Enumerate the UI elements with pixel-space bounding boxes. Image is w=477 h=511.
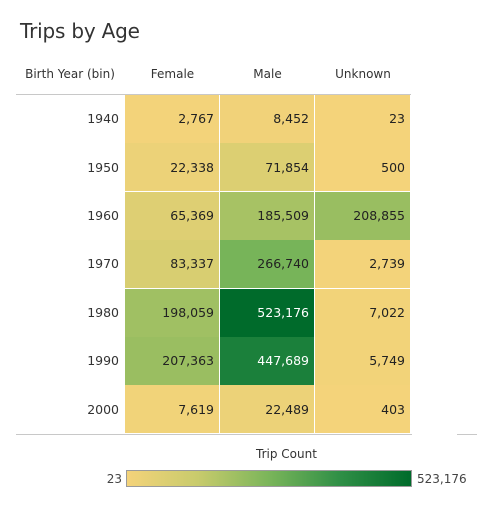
heatmap-cell-1950-unknown[interactable]: 500 bbox=[315, 143, 411, 193]
heatmap-cell-1940-unknown[interactable]: 23 bbox=[315, 95, 411, 144]
cell-value-label: 500 bbox=[381, 159, 405, 175]
column-header-unknown: Unknown bbox=[335, 67, 391, 81]
heatmap-cell-2000-female[interactable]: 7,619 bbox=[125, 385, 220, 435]
chart-title: Trips by Age bbox=[20, 19, 140, 43]
row-label-2000: 2000 bbox=[87, 401, 119, 417]
heatmap-cell-1970-male[interactable]: 266,740 bbox=[220, 240, 315, 290]
heatmap-cell-1960-male[interactable]: 185,509 bbox=[220, 191, 315, 241]
heatmap-cell-1980-female[interactable]: 198,059 bbox=[125, 288, 220, 338]
column-header-male: Male bbox=[253, 67, 282, 81]
cell-value-label: 7,619 bbox=[178, 401, 214, 417]
cell-value-label: 22,338 bbox=[170, 159, 214, 175]
cell-value-label: 208,855 bbox=[353, 207, 405, 223]
cell-value-label: 22,489 bbox=[265, 401, 309, 417]
heatmap-cell-1980-unknown[interactable]: 7,022 bbox=[315, 288, 411, 338]
heatmap-cell-2000-unknown[interactable]: 403 bbox=[315, 385, 411, 435]
cell-value-label: 23 bbox=[389, 111, 405, 127]
bottom-rule-right bbox=[457, 434, 477, 435]
cell-value-label: 8,452 bbox=[273, 111, 309, 127]
cell-value-label: 185,509 bbox=[257, 207, 309, 223]
heatmap-cell-1970-female[interactable]: 83,337 bbox=[125, 240, 220, 290]
cell-value-label: 198,059 bbox=[162, 304, 214, 320]
heatmap-cell-1990-female[interactable]: 207,363 bbox=[125, 337, 220, 386]
legend-title: Trip Count bbox=[256, 447, 317, 461]
legend-max-label: 523,176 bbox=[417, 472, 467, 486]
row-label-1960: 1960 bbox=[87, 208, 119, 223]
cell-value-label: 2,767 bbox=[178, 111, 214, 127]
cell-value-label: 447,689 bbox=[257, 353, 309, 369]
cell-value-label: 523,176 bbox=[257, 304, 309, 320]
cell-value-label: 65,369 bbox=[170, 207, 214, 223]
cell-value-label: 207,363 bbox=[162, 353, 214, 369]
heatmap-cell-1950-male[interactable]: 71,854 bbox=[220, 143, 315, 193]
legend-color-ramp bbox=[126, 470, 412, 487]
heatmap-cell-1940-female[interactable]: 2,767 bbox=[125, 95, 220, 144]
row-label-1970: 1970 bbox=[87, 256, 119, 272]
header-rule bbox=[16, 94, 411, 95]
row-label-1950: 1950 bbox=[87, 159, 119, 175]
cell-value-label: 266,740 bbox=[257, 256, 309, 272]
cell-value-label: 5,749 bbox=[369, 353, 405, 369]
heatmap-cell-1960-female[interactable]: 65,369 bbox=[125, 191, 220, 241]
row-label-1940: 1940 bbox=[87, 111, 119, 127]
row-header: Birth Year (bin) bbox=[25, 67, 115, 81]
heatmap-cell-1940-male[interactable]: 8,452 bbox=[220, 95, 315, 144]
cell-value-label: 403 bbox=[381, 401, 405, 417]
heatmap-cell-1990-unknown[interactable]: 5,749 bbox=[315, 337, 411, 386]
row-label-1990: 1990 bbox=[87, 353, 119, 369]
legend-min-label: 23 bbox=[106, 472, 122, 486]
heatmap-cell-2000-male[interactable]: 22,489 bbox=[220, 385, 315, 435]
heatmap-cell-1960-unknown[interactable]: 208,855 bbox=[315, 191, 411, 241]
heatmap-cell-1990-male[interactable]: 447,689 bbox=[220, 337, 315, 386]
cell-value-label: 7,022 bbox=[369, 304, 405, 320]
heatmap-cell-1970-unknown[interactable]: 2,739 bbox=[315, 240, 411, 290]
column-header-female: Female bbox=[150, 67, 195, 81]
bottom-rule bbox=[16, 434, 412, 435]
cell-value-label: 71,854 bbox=[265, 159, 309, 175]
heatmap-cell-1950-female[interactable]: 22,338 bbox=[125, 143, 220, 193]
row-label-1980: 1980 bbox=[87, 304, 119, 320]
cell-value-label: 83,337 bbox=[170, 256, 214, 272]
cell-value-label: 2,739 bbox=[369, 256, 405, 272]
heatmap-cell-1980-male[interactable]: 523,176 bbox=[220, 288, 315, 338]
